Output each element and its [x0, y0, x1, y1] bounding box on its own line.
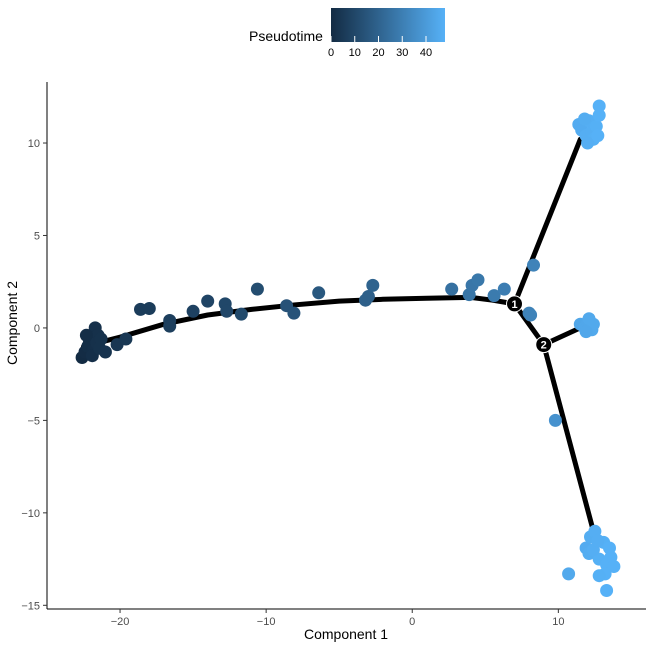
x-tick-label: 10 — [552, 616, 564, 628]
cell-point — [592, 569, 606, 583]
x-tick-label: −20 — [111, 616, 130, 628]
cell-point — [591, 129, 605, 143]
cell-point — [591, 534, 605, 548]
y-tick-label: −10 — [21, 508, 40, 520]
branch-node — [506, 295, 524, 313]
cell-point — [163, 319, 177, 333]
cell-point — [234, 307, 248, 321]
cell-point — [607, 560, 621, 573]
trajectory-tree — [81, 136, 598, 540]
x-tick-label: −10 — [257, 616, 276, 628]
x-axis-ticks: −20 −10 0 10 — [111, 609, 564, 628]
cell-point — [312, 286, 326, 300]
cell-points — [75, 99, 621, 597]
cell-point — [445, 282, 459, 296]
cell-point — [524, 308, 538, 322]
legend-tick-label: 10 — [349, 47, 361, 59]
cell-point — [562, 567, 576, 581]
cell-point — [471, 273, 485, 287]
trajectory-branch — [512, 136, 583, 307]
y-tick-label: 10 — [28, 138, 40, 150]
cell-point — [361, 290, 375, 303]
legend-title: Pseudotime — [249, 28, 323, 44]
cell-point — [487, 289, 501, 303]
cell-point — [201, 294, 215, 308]
branch-nodes: 12 — [506, 295, 553, 354]
legend-colorbar — [331, 8, 445, 42]
branch-node-label: 1 — [511, 299, 517, 311]
branch-node — [535, 336, 553, 354]
y-axis-title: Component 2 — [4, 281, 20, 365]
y-tick-label: 5 — [34, 230, 40, 242]
cell-point — [366, 278, 380, 292]
legend-tick-label: 20 — [372, 47, 384, 59]
legend-tick-label: 40 — [420, 47, 432, 59]
y-tick-label: 0 — [34, 323, 40, 335]
cell-point — [592, 99, 606, 113]
cell-point — [98, 345, 112, 359]
cell-point — [579, 325, 593, 339]
cell-point — [527, 258, 540, 272]
cell-point — [142, 302, 156, 315]
x-axis-title: Component 1 — [304, 626, 388, 642]
branch-node-label: 2 — [541, 340, 547, 352]
cell-point — [220, 304, 234, 318]
cell-point — [79, 328, 93, 342]
x-tick-label: 0 — [409, 616, 415, 628]
cell-point — [186, 304, 200, 318]
y-axis-ticks: −15 −10 −5 0 5 10 — [21, 138, 47, 612]
cell-point — [497, 282, 511, 296]
cell-point — [287, 306, 301, 320]
legend-tick-label: 30 — [396, 47, 408, 59]
cell-point — [582, 312, 596, 326]
y-tick-label: −5 — [27, 415, 40, 427]
cell-point — [119, 332, 133, 346]
cell-point — [600, 584, 614, 597]
legend: Pseudotime 0 10 20 30 40 — [249, 8, 445, 59]
cell-point — [578, 112, 592, 126]
cell-point — [592, 108, 606, 122]
cell-point — [548, 413, 562, 427]
trajectory-branch — [541, 342, 598, 540]
cell-point — [250, 282, 264, 296]
legend-tick-label: 0 — [328, 47, 334, 59]
cell-point — [581, 136, 595, 150]
y-tick-label: −15 — [21, 600, 40, 612]
